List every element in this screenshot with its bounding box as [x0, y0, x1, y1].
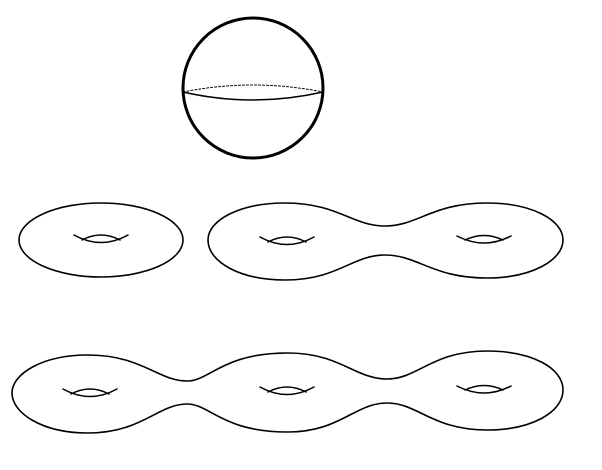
sphere-equator-back [182, 84, 324, 93]
triple-torus-hole-3 [456, 384, 512, 394]
triple-torus [11, 350, 564, 434]
triple-torus-hole-1 [62, 388, 118, 398]
triple-torus-hole-2 [259, 386, 315, 396]
triple-torus-outline [11, 350, 564, 434]
double-torus-outline [207, 202, 564, 281]
torus-outline [18, 202, 184, 278]
sphere-outline [181, 16, 325, 160]
sphere [181, 16, 325, 160]
double-torus-hole-2 [456, 234, 512, 244]
double-torus-hole-1 [259, 236, 315, 246]
sphere-equator-front [182, 91, 324, 101]
torus [18, 202, 184, 278]
double-torus [207, 202, 564, 281]
torus-hole [73, 234, 129, 244]
